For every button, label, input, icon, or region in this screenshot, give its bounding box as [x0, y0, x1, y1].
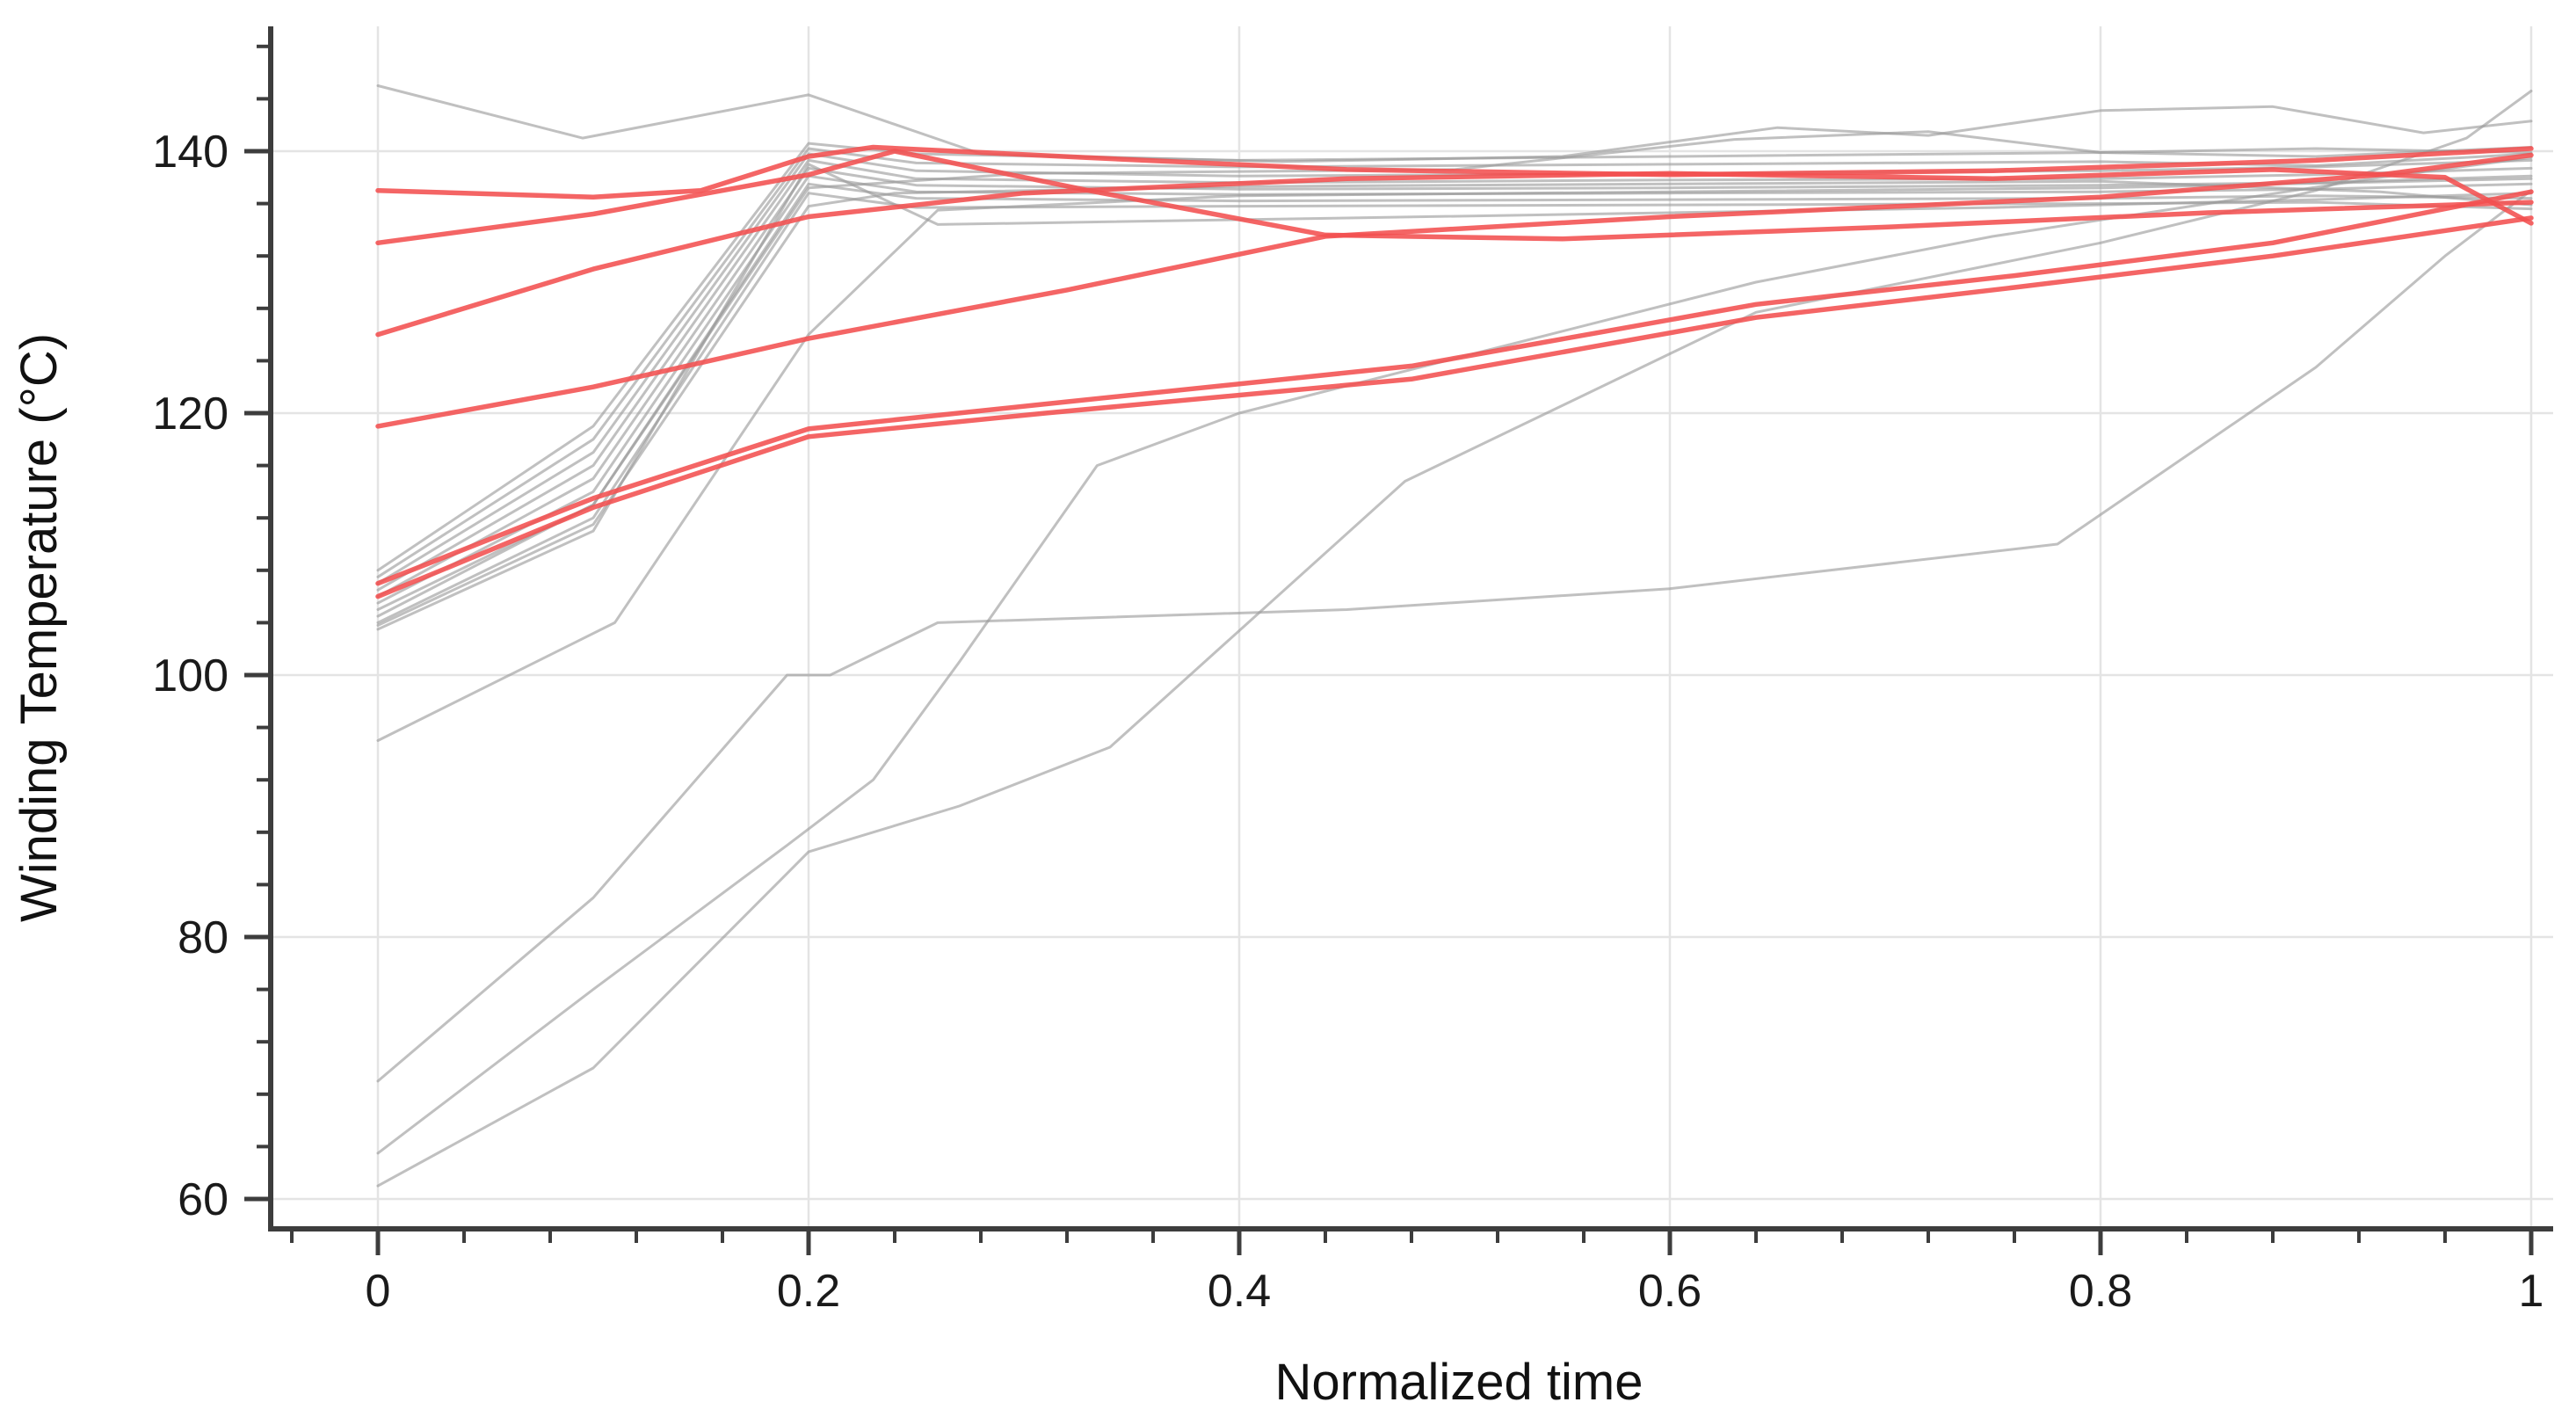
y-tick-label: 100 [152, 650, 229, 701]
x-tick-label: 0 [366, 1266, 391, 1317]
x-tick-label: 0.2 [777, 1266, 840, 1317]
series-line-red-2 [375, 149, 2534, 246]
series-line-gray-5 [376, 158, 2533, 592]
grid-lines [271, 26, 2553, 1229]
series-line-gray-14 [376, 90, 2533, 1188]
x-tick-label: 0.6 [1638, 1266, 1702, 1317]
series-line-gray-15 [376, 130, 2533, 618]
series-line-gray-1 [376, 84, 2533, 163]
series-line-gray-13 [376, 156, 2533, 1155]
series-line-gray-16 [376, 179, 2533, 627]
x-tick-label: 1 [2519, 1266, 2544, 1317]
series-line-red-4 [375, 152, 2534, 429]
y-tick-label: 80 [178, 912, 229, 963]
series-line-gray-7 [376, 174, 2533, 605]
series-line-gray-2 [376, 142, 2533, 572]
series-line-red-3 [375, 167, 2534, 338]
series-line-gray-9 [376, 192, 2533, 624]
series-line-gray-12 [376, 189, 2533, 1083]
y-tick-label: 120 [152, 389, 229, 440]
data-series [375, 84, 2534, 1188]
x-tick-label: 0.8 [2069, 1266, 2132, 1317]
series-line-red-6 [375, 215, 2534, 599]
x-tick-label: 0.4 [1208, 1266, 1271, 1317]
y-tick-label: 140 [152, 127, 229, 178]
y-tick-label: 60 [178, 1174, 229, 1225]
x-axis-title: Normalized time [1275, 1354, 1644, 1411]
axes [244, 26, 2553, 1255]
series-line-gray-10 [376, 163, 2533, 631]
y-axis-title: Winding Temperature (°C) [11, 333, 68, 922]
series-line-gray-4 [376, 152, 2533, 585]
series-line-red-1 [375, 144, 2534, 200]
series-line-red-5 [375, 189, 2534, 586]
series-line-gray-11 [376, 177, 2533, 742]
series-line-gray-8 [376, 182, 2533, 611]
series-line-gray-6 [376, 166, 2533, 599]
tick-labels: 0 0.2 0.4 0.6 0.8 1 60 80 100 120 140 [152, 127, 2543, 1317]
